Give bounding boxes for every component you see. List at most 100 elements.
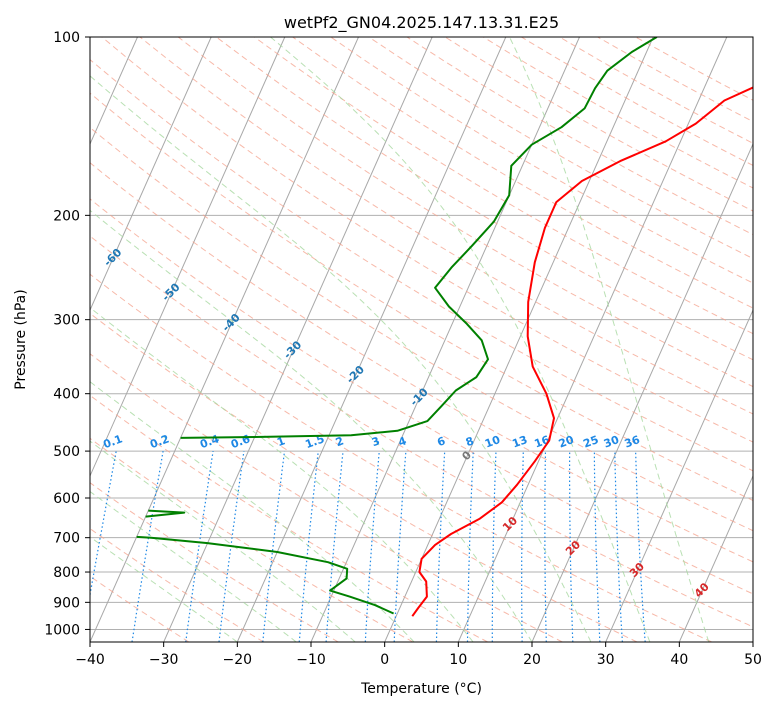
isotherm-line [457,37,728,642]
mixing-ratio-line [544,451,547,642]
dry-adiabat-line [90,126,753,532]
isotherm-line [605,308,753,642]
plot-frame [89,36,754,643]
dry-adiabat-line [330,37,753,284]
isotherm-label: 20 [563,538,583,558]
dry-adiabat-line [90,394,488,642]
dry-adiabat-line [254,37,753,335]
mixing-ratio-line [131,450,164,642]
dry-adiabat-line [216,37,753,361]
x-tick-label: 40 [670,652,688,668]
y-tick-label: 600 [53,491,80,507]
dry-adiabat-line [90,198,753,595]
mixing-ratio-line [435,451,446,642]
isotherm-line [531,142,753,642]
mixing-ratio-label: 8 [464,434,476,449]
dry-adiabat-line [90,235,753,628]
x-tick-label: 50 [744,652,762,668]
mixing-ratio-line [185,451,214,642]
y-tick-label: 800 [53,565,80,581]
mixing-ratio-label: 3 [370,434,382,449]
mixing-ratio-label: 4 [397,434,409,449]
mixing-ratio-line [393,451,407,642]
dry-adiabat-line [90,482,339,642]
dry-adiabat-line [101,37,753,443]
moist-adiabat-line [90,536,238,642]
moist-adiabat-line [509,37,710,642]
moist-adiabat-line [90,75,592,642]
isotherm-label: -10 [408,385,431,408]
mixing-ratio-line [364,451,380,642]
mixing-ratio-label: 1 [275,434,287,449]
moist-adiabat-line [90,440,356,642]
isotherm-line [163,37,433,642]
isotherm-line [90,37,138,146]
y-tick-label: 400 [53,387,80,403]
dry-adiabat-line [90,437,414,642]
mixing-ratio-line [635,451,646,642]
x-tick-label: 20 [523,652,541,668]
dry-adiabat-line [90,162,753,563]
sounding-line-3 [180,37,658,439]
dry-adiabat-line [635,37,753,101]
dry-adiabat-line [90,353,563,642]
mixing-ratio-label: 0.2 [148,432,171,451]
dry-adiabat-line [444,37,753,212]
isotherm-line [90,37,359,642]
y-tick-label: 100 [53,30,80,46]
isotherm-line [236,37,507,642]
sounding-line-0 [411,86,753,617]
isotherm-line [752,640,753,642]
dry-adiabat-line [559,37,753,144]
isotherm-label: -30 [281,338,304,361]
mixing-ratio-label: 25 [581,433,600,450]
mixing-ratio-line [218,451,245,642]
x-tick-label: −30 [149,652,179,668]
mixing-ratio-label: 2 [334,434,346,449]
dry-adiabat-line [90,273,712,642]
moist-adiabat-line [90,307,474,642]
mixing-ratio-label: 6 [435,434,447,449]
isotherm-line [310,37,580,642]
mixing-ratio-line [325,451,344,642]
isotherm-label: 30 [627,560,647,580]
moist-adiabat-line [90,209,533,642]
isotherm-label: 0 [459,448,474,463]
sounding-line-2 [145,509,186,518]
mixing-ratio-line [491,451,497,642]
isotherm-line [90,37,212,312]
x-axis-label: Temperature (°C) [360,681,482,697]
mixing-ratio-label: 0.1 [101,432,124,451]
x-tick-label: −20 [223,652,253,668]
y-tick-label: 1000 [44,622,80,638]
mixing-ratio-line [593,451,601,642]
dry-adiabat-line [177,37,753,388]
mixing-ratio-label: 36 [623,433,642,451]
isotherm-line [678,474,753,642]
mixing-ratio-line [262,451,286,642]
moist-adiabat-line [90,381,415,642]
chart-title: wetPf2_GN04.2025.147.13.31.E25 [284,13,559,33]
isotherm-label: 10 [500,514,520,534]
mixing-ratio-label: 0.6 [229,432,252,451]
mixing-ratio-label: 30 [602,433,621,451]
moist-adiabat-line [90,490,297,642]
y-tick-label: 700 [53,531,80,547]
mixing-ratio-label: 16 [533,433,552,451]
mixing-ratio-label: 0.4 [198,432,221,451]
y-tick-label: 300 [53,313,80,329]
y-tick-label: 900 [53,595,80,611]
dry-adiabat-line [292,37,753,309]
x-tick-label: 30 [597,652,615,668]
mixing-ratio-label: 1.5 [303,432,326,451]
isotherm-label: -20 [344,363,367,386]
isotherm-label: 40 [692,580,712,600]
moist-adiabat-line [270,37,651,642]
y-tick-label: 200 [53,208,80,224]
sounding-line-1 [136,535,395,615]
isotherm-line [0,37,64,642]
isotherm-line [384,37,654,642]
mixing-ratio-line [90,450,117,599]
dry-adiabat-line [90,92,753,501]
